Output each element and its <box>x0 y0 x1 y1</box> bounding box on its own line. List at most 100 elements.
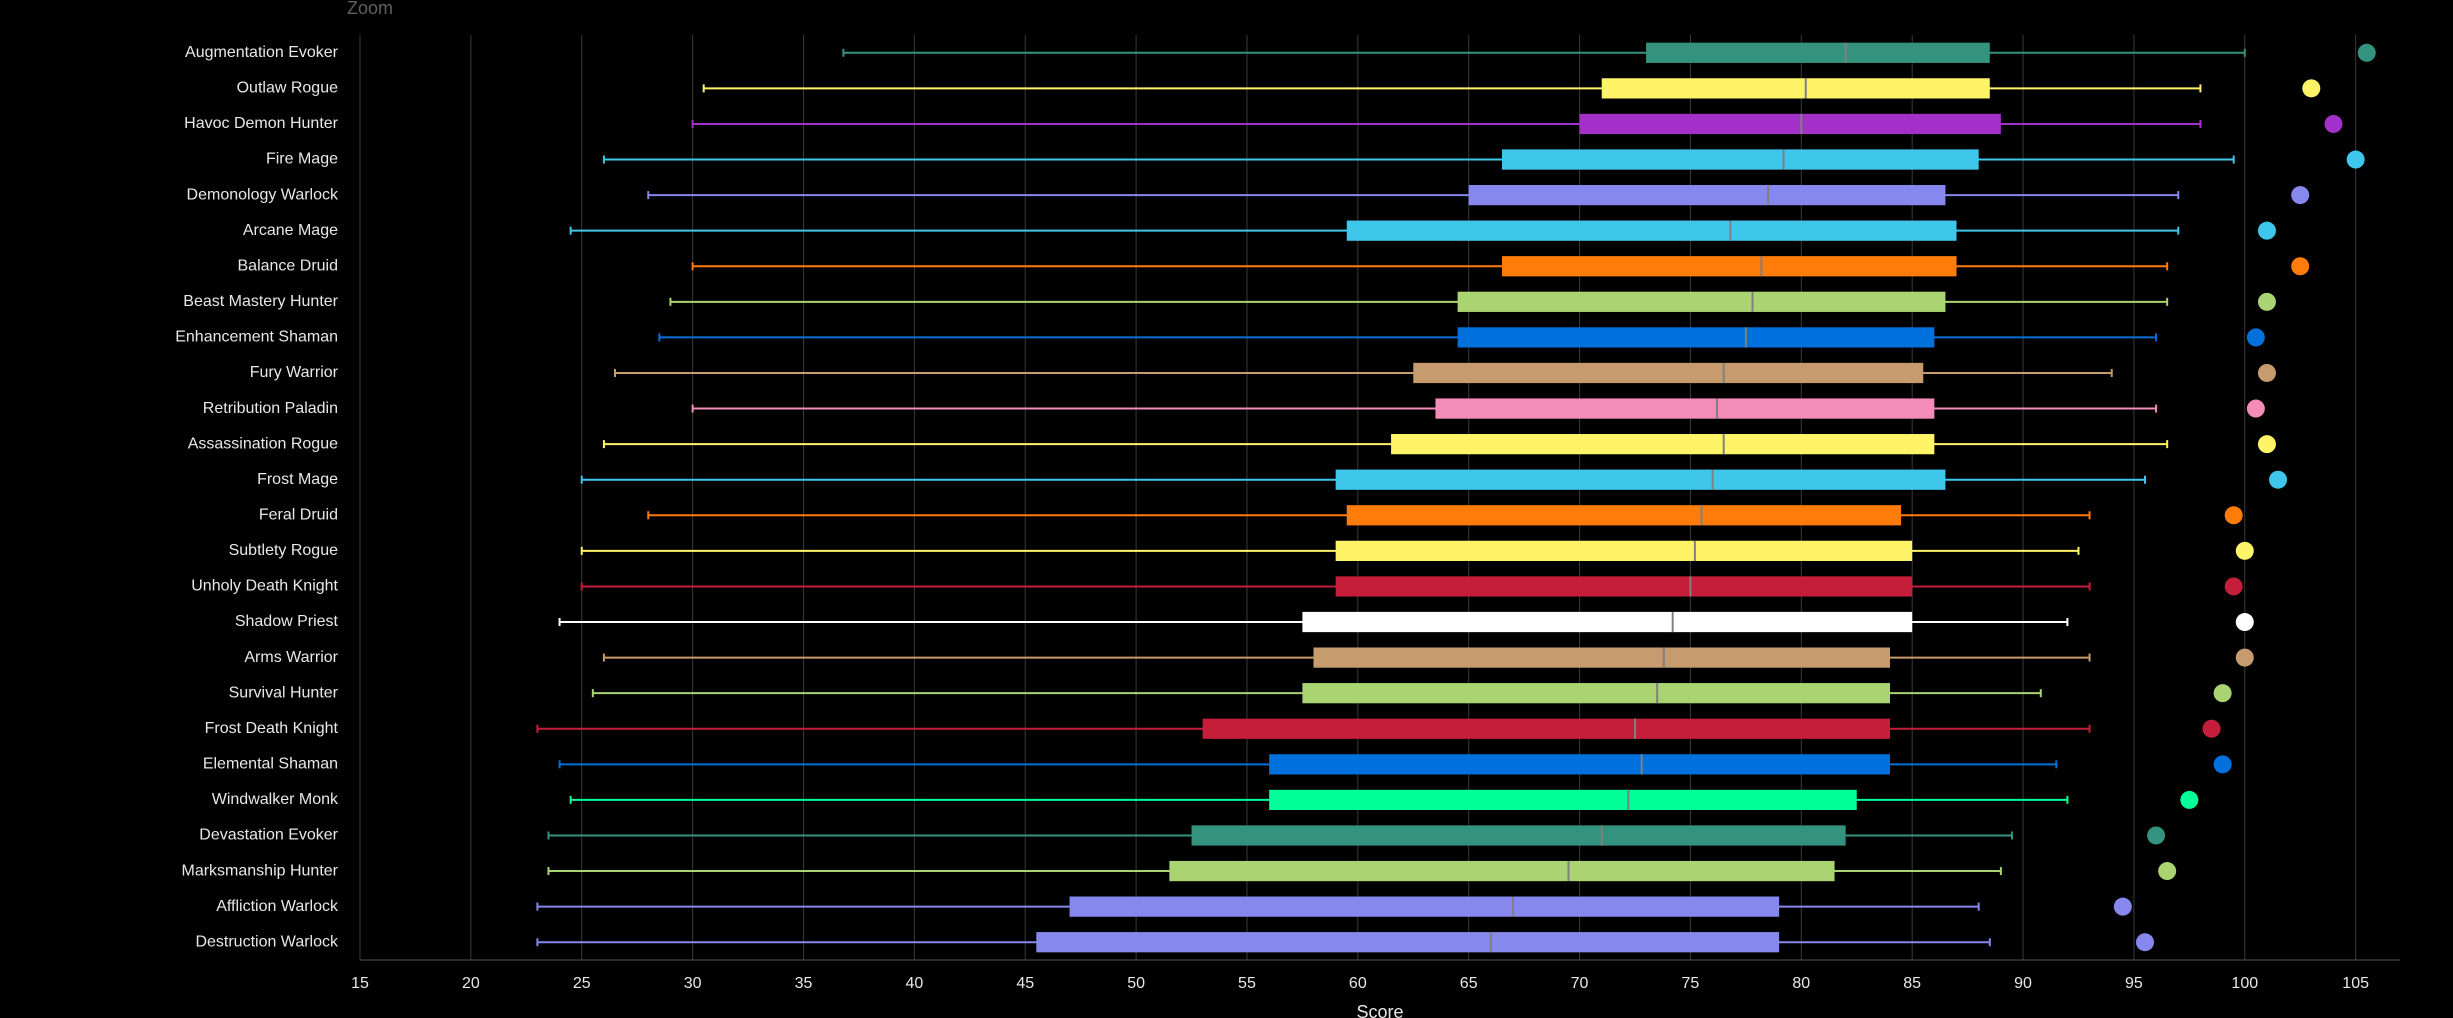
outlier-point[interactable] <box>2236 542 2254 560</box>
outlier-point[interactable] <box>2291 257 2309 275</box>
iqr-box[interactable] <box>1458 292 1946 312</box>
category-label: Assassination Rogue <box>188 435 338 452</box>
x-tick-label: 15 <box>351 975 369 992</box>
outlier-point[interactable] <box>2214 684 2232 702</box>
category-label: Survival Hunter <box>229 684 339 701</box>
x-tick-label: 85 <box>1903 975 1921 992</box>
iqr-box[interactable] <box>1269 790 1857 810</box>
category-label: Beast Mastery Hunter <box>183 293 338 310</box>
outlier-point[interactable] <box>2203 720 2221 738</box>
x-tick-label: 20 <box>462 975 480 992</box>
category-label: Balance Druid <box>238 257 339 274</box>
outlier-point[interactable] <box>2236 649 2254 667</box>
iqr-box[interactable] <box>1313 647 1890 667</box>
category-label: Outlaw Rogue <box>237 80 338 97</box>
iqr-box[interactable] <box>1391 434 1934 454</box>
category-label: Frost Death Knight <box>205 720 339 737</box>
category-label: Marksmanship Hunter <box>182 862 339 879</box>
iqr-box[interactable] <box>1502 149 1979 169</box>
x-tick-label: 60 <box>1349 975 1367 992</box>
x-axis-title: Score <box>1356 1002 1403 1018</box>
iqr-box[interactable] <box>1269 754 1890 774</box>
iqr-box[interactable] <box>1435 398 1934 418</box>
iqr-box[interactable] <box>1347 505 1901 525</box>
x-tick-label: 65 <box>1460 975 1478 992</box>
iqr-box[interactable] <box>1458 327 1935 347</box>
category-label: Destruction Warlock <box>195 933 339 950</box>
chart-svg: Zoom152025303540455055606570758085909510… <box>0 0 2453 1018</box>
iqr-box[interactable] <box>1347 221 1957 241</box>
iqr-box[interactable] <box>1302 612 1912 632</box>
category-label: Frost Mage <box>257 471 338 488</box>
x-tick-label: 45 <box>1016 975 1034 992</box>
category-label: Retribution Paladin <box>203 400 338 417</box>
category-label: Feral Druid <box>259 507 338 524</box>
outlier-point[interactable] <box>2214 755 2232 773</box>
x-tick-label: 100 <box>2231 975 2258 992</box>
iqr-box[interactable] <box>1192 825 1846 845</box>
iqr-box[interactable] <box>1169 861 1834 881</box>
iqr-box[interactable] <box>1502 256 1957 276</box>
x-tick-label: 25 <box>573 975 591 992</box>
category-label: Arms Warrior <box>244 649 338 666</box>
outlier-point[interactable] <box>2258 364 2276 382</box>
iqr-box[interactable] <box>1203 719 1890 739</box>
outlier-point[interactable] <box>2136 933 2154 951</box>
outlier-point[interactable] <box>2225 577 2243 595</box>
iqr-box[interactable] <box>1336 470 1946 490</box>
iqr-box[interactable] <box>1646 43 1990 63</box>
category-label: Elemental Shaman <box>203 756 338 773</box>
category-label: Havoc Demon Hunter <box>184 115 339 132</box>
outlier-point[interactable] <box>2258 293 2276 311</box>
category-label: Unholy Death Knight <box>191 578 338 595</box>
outlier-point[interactable] <box>2247 400 2265 418</box>
category-label: Subtlety Rogue <box>229 542 339 559</box>
outlier-point[interactable] <box>2358 44 2376 62</box>
iqr-box[interactable] <box>1302 683 1890 703</box>
outlier-point[interactable] <box>2236 613 2254 631</box>
outlier-point[interactable] <box>2180 791 2198 809</box>
outlier-point[interactable] <box>2247 328 2265 346</box>
outlier-point[interactable] <box>2291 186 2309 204</box>
outlier-point[interactable] <box>2258 222 2276 240</box>
x-tick-label: 30 <box>684 975 702 992</box>
x-tick-label: 35 <box>795 975 813 992</box>
outlier-point[interactable] <box>2347 151 2365 169</box>
outlier-point[interactable] <box>2225 506 2243 524</box>
outlier-point[interactable] <box>2147 826 2165 844</box>
x-tick-label: 75 <box>1682 975 1700 992</box>
category-label: Devastation Evoker <box>199 827 338 844</box>
category-label: Enhancement Shaman <box>175 329 338 346</box>
outlier-point[interactable] <box>2158 862 2176 880</box>
category-label: Windwalker Monk <box>212 791 339 808</box>
outlier-point[interactable] <box>2114 898 2132 916</box>
x-tick-label: 50 <box>1127 975 1145 992</box>
category-label: Fury Warrior <box>250 364 339 381</box>
x-tick-label: 90 <box>2014 975 2032 992</box>
x-tick-label: 70 <box>1571 975 1589 992</box>
category-label: Arcane Mage <box>243 222 338 239</box>
category-label: Demonology Warlock <box>187 186 339 203</box>
outlier-point[interactable] <box>2258 435 2276 453</box>
category-label: Shadow Priest <box>235 613 339 630</box>
boxplot-chart: Zoom152025303540455055606570758085909510… <box>0 0 2453 1018</box>
iqr-box[interactable] <box>1602 78 1990 98</box>
outlier-point[interactable] <box>2269 471 2287 489</box>
iqr-box[interactable] <box>1336 576 1913 596</box>
x-tick-label: 105 <box>2342 975 2369 992</box>
iqr-box[interactable] <box>1336 541 1913 561</box>
outlier-point[interactable] <box>2324 115 2342 133</box>
x-tick-label: 95 <box>2125 975 2143 992</box>
iqr-box[interactable] <box>1580 114 2001 134</box>
x-tick-label: 80 <box>1792 975 1810 992</box>
iqr-box[interactable] <box>1070 897 1780 917</box>
iqr-box[interactable] <box>1036 932 1779 952</box>
iqr-box[interactable] <box>1413 363 1923 383</box>
iqr-box[interactable] <box>1469 185 1946 205</box>
category-label: Augmentation Evoker <box>185 44 339 61</box>
outlier-point[interactable] <box>2302 79 2320 97</box>
zoom-label: Zoom <box>347 0 393 18</box>
category-label: Fire Mage <box>266 151 338 168</box>
category-label: Affliction Warlock <box>216 898 339 915</box>
x-tick-label: 55 <box>1238 975 1256 992</box>
